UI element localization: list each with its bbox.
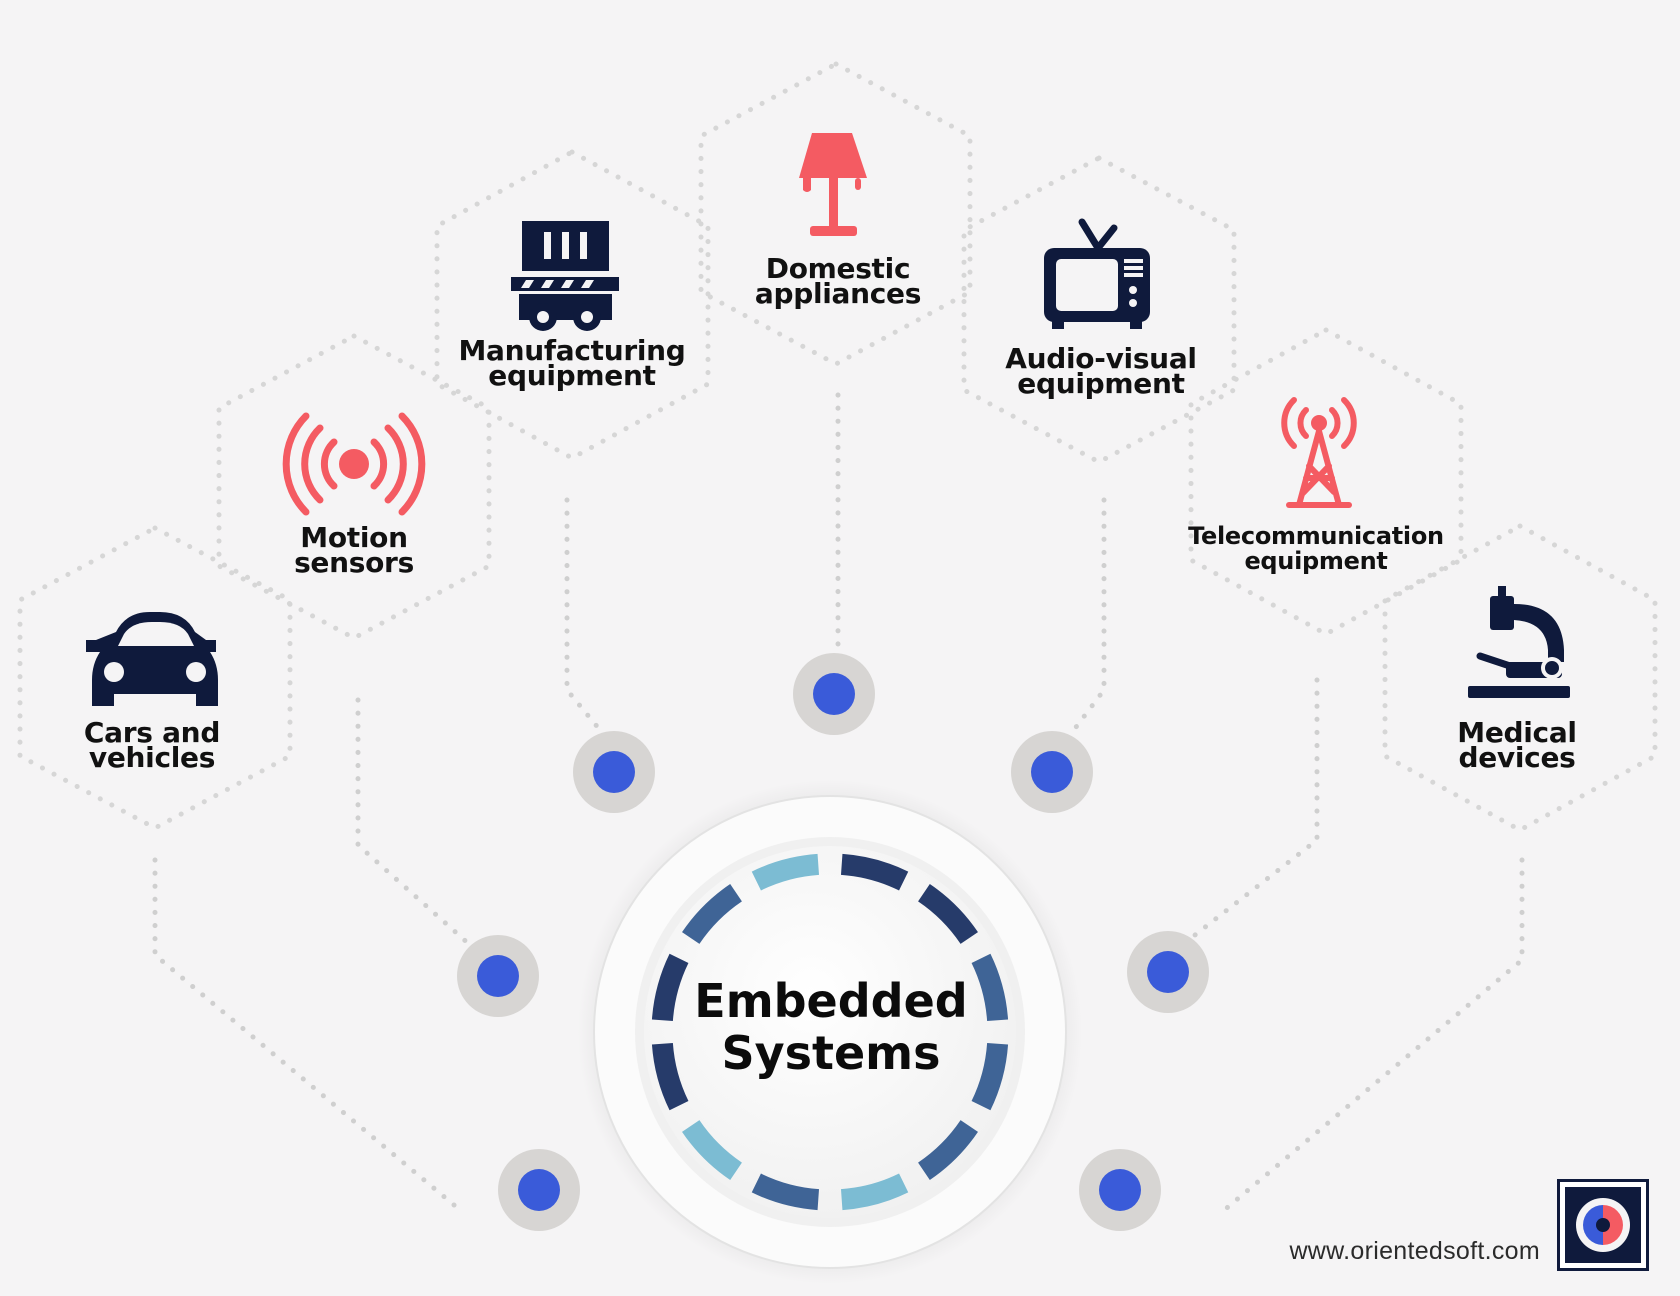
- node-manufacturing: [573, 731, 655, 813]
- website-url: www.orientedsoft.com: [1289, 1237, 1540, 1265]
- car-icon: [86, 612, 218, 706]
- node-audiovisual: [1011, 731, 1093, 813]
- tv-icon: [1044, 218, 1150, 329]
- center-title-line1: Embedded: [694, 974, 968, 1028]
- hub-ring-segment: [751, 1173, 820, 1211]
- company-logo: [1557, 1179, 1649, 1271]
- hub-ring-segment: [971, 953, 1009, 1022]
- hub-ring-segment: [971, 1042, 1009, 1111]
- hub-ring-segment: [682, 884, 743, 945]
- connector-audiovisual: [1067, 497, 1107, 738]
- label-motion-sensors: Motion sensors: [294, 521, 414, 579]
- hub-ring-segment: [682, 1119, 743, 1180]
- hub-ring-segment: [751, 853, 820, 891]
- label-manufacturing-equipment: Manufacturing equipment: [458, 334, 686, 392]
- hub-ring-segment: [917, 1119, 978, 1180]
- antenna-tower-icon: [1281, 397, 1357, 508]
- label-medical-devices: Medical devices: [1457, 716, 1577, 774]
- microscope-icon: [1468, 586, 1570, 698]
- label-telecommunication-equipment: Telecommunication equipment: [1188, 522, 1444, 575]
- hub-segment-ring: [651, 853, 1009, 1211]
- connector-cars: [152, 857, 463, 1213]
- connector-medical: [1219, 857, 1525, 1215]
- hex-medical: [1382, 523, 1658, 833]
- hex-manufacturing: [434, 149, 711, 461]
- node-motion: [457, 935, 539, 1017]
- central-hub: [578, 780, 1082, 1284]
- center-title-line2: Systems: [721, 1026, 941, 1080]
- label-domestic-appliances: Domestic appliances: [754, 252, 922, 310]
- connector-manufacturing: [564, 497, 603, 733]
- label-audio-visual-equipment: Audio-visual equipment: [1005, 342, 1197, 400]
- connector-motion: [355, 697, 473, 948]
- hub-ring-segment: [651, 953, 689, 1022]
- hex-motion: [216, 333, 492, 641]
- center-title: Embedded Systems: [631, 975, 1031, 1079]
- hexagon-outlines: [17, 61, 1658, 833]
- motion-sensor-icon: [282, 412, 426, 516]
- hex-domestic: [698, 61, 973, 367]
- node-medical: [1079, 1149, 1161, 1231]
- hex-telecom: [1188, 327, 1464, 637]
- connector-nodes: [457, 653, 1209, 1231]
- node-domestic: [793, 653, 875, 735]
- connector-lines: [152, 392, 1525, 1215]
- node-telecom: [1127, 931, 1209, 1013]
- logo-gear-icon: [1576, 1198, 1630, 1252]
- node-cars: [498, 1149, 580, 1231]
- connector-telecom: [1192, 677, 1320, 938]
- hub-ring-segment: [651, 1042, 689, 1111]
- label-cars-and-vehicles: Cars and vehicles: [83, 716, 221, 774]
- conveyor-icon: [511, 221, 619, 331]
- hub-ring-segment: [917, 884, 978, 945]
- hex-cars: [17, 525, 293, 831]
- hub-ring-segment: [840, 853, 909, 891]
- hub-ring-segment: [840, 1173, 909, 1211]
- lamp-icon: [799, 133, 867, 236]
